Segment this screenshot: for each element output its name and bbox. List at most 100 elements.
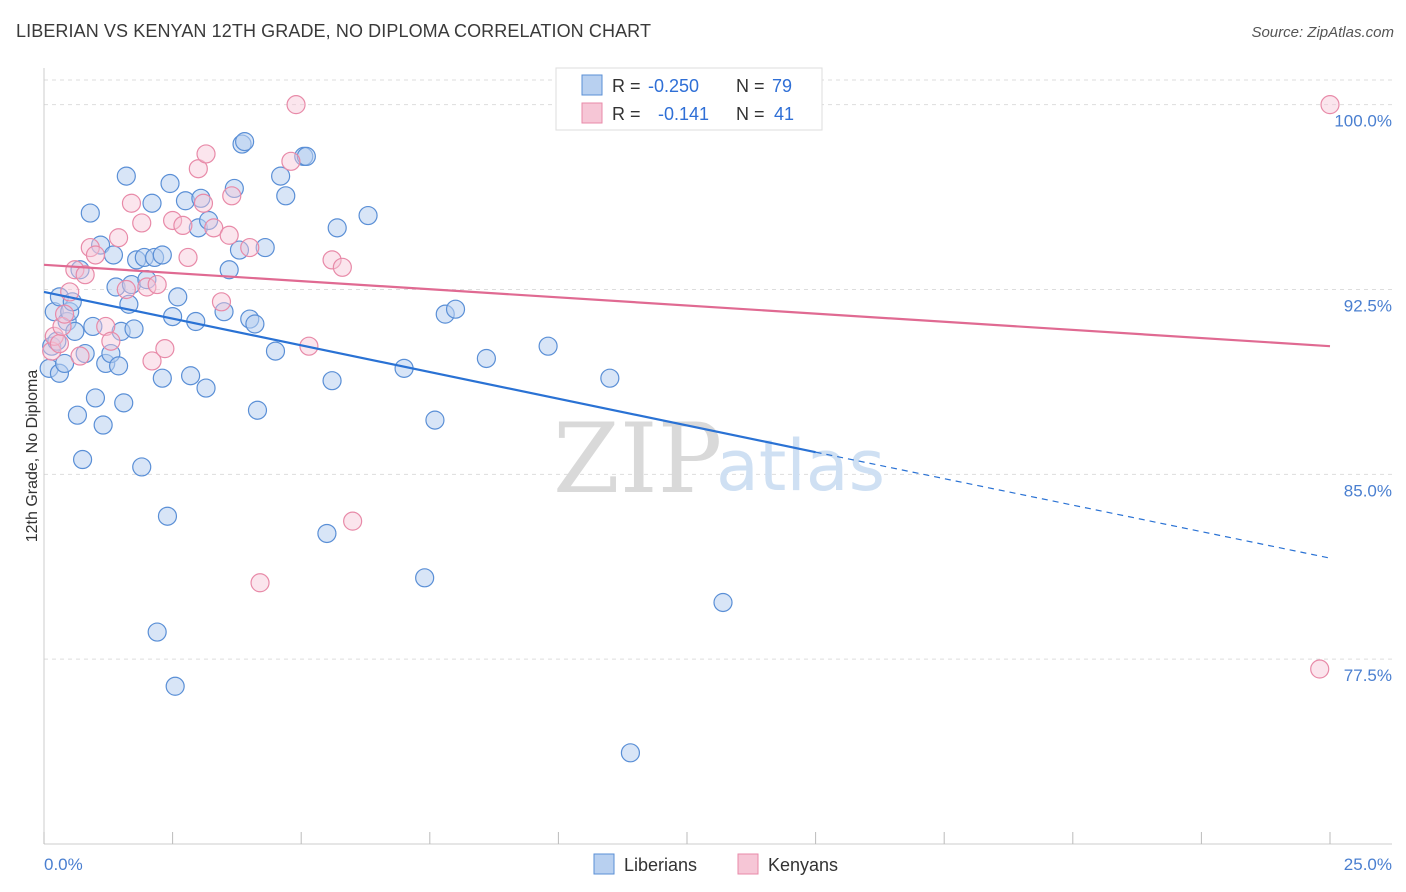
- bottom-legend-label-liberians: Liberians: [624, 855, 697, 875]
- y-tick-label: 100.0%: [1334, 112, 1392, 131]
- kenyans-point: [222, 186, 242, 206]
- liberians-point: [245, 314, 265, 334]
- kenyans-point: [240, 237, 260, 258]
- kenyans-point: [193, 193, 214, 213]
- liberians-point: [152, 368, 172, 388]
- x-tick-label-min: 0.0%: [44, 855, 83, 874]
- legend-swatch-kenyans: [581, 102, 603, 124]
- liberians-point: [116, 166, 136, 186]
- liberians-point: [191, 188, 211, 208]
- kenyans-point: [1320, 95, 1340, 115]
- kenyans-point: [85, 245, 106, 265]
- stats-legend: R = -0.250 N = 79 R = -0.141 N = 41: [555, 67, 823, 131]
- legend-n-value-kenyans: 41: [774, 104, 794, 124]
- liberians-point: [600, 368, 620, 388]
- x-tick-label-max: 25.0%: [1344, 855, 1392, 874]
- liberians-trendline: [43, 290, 816, 454]
- liberians-point: [132, 457, 152, 477]
- watermark-zip: ZIP: [553, 403, 722, 515]
- liberians-point: [80, 203, 100, 223]
- kenyans-trendline: [43, 263, 1331, 348]
- watermark: ZIP atlas: [553, 403, 885, 515]
- liberians-point: [445, 299, 466, 319]
- kenyans-point: [52, 316, 72, 337]
- y-tick-label: 77.5%: [1344, 666, 1392, 685]
- liberians-point: [72, 449, 93, 470]
- kenyans-point: [163, 210, 183, 231]
- kenyans-point: [281, 151, 301, 171]
- y-tick-label: 92.5%: [1344, 296, 1392, 315]
- liberians-point: [276, 186, 296, 206]
- liberians-point: [713, 592, 733, 613]
- kenyans-point: [322, 250, 342, 270]
- kenyans-point: [54, 304, 75, 324]
- x-axis-ticks: [43, 832, 1331, 844]
- liberians-point: [271, 166, 291, 186]
- liberians-point: [538, 336, 558, 356]
- liberians-point: [124, 319, 144, 339]
- y-tick-label: 85.0%: [1344, 481, 1392, 500]
- bottom-legend-swatch-liberians: [593, 853, 615, 875]
- kenyans-point: [196, 144, 216, 164]
- kenyans-point: [49, 334, 70, 354]
- liberians-point: [47, 331, 67, 351]
- liberians-point: [168, 287, 188, 307]
- kenyans-point: [96, 316, 116, 337]
- kenyans-point: [1310, 659, 1330, 679]
- liberians-point: [85, 388, 106, 408]
- liberians-point: [142, 193, 162, 213]
- liberians-point: [114, 393, 134, 413]
- liberians-point: [65, 321, 85, 341]
- kenyans-point: [142, 351, 162, 371]
- kenyans-point: [250, 573, 270, 593]
- liberians-point: [219, 260, 239, 280]
- liberians-point: [235, 132, 255, 152]
- liberians-point: [296, 146, 316, 166]
- liberians-point: [108, 356, 129, 376]
- liberians-point: [93, 415, 113, 435]
- kenyans-point: [101, 331, 121, 351]
- liberians-point: [165, 676, 185, 696]
- series-legend: Liberians Kenyans: [593, 853, 838, 875]
- liberians-trendline-extension: [815, 451, 1331, 559]
- liberians-point: [54, 353, 75, 374]
- liberians-point: [476, 348, 496, 369]
- liberians-point: [327, 218, 347, 238]
- legend-r-label-liberians: R =: [612, 76, 641, 96]
- liberians-point: [160, 173, 180, 194]
- kenyans-point: [343, 511, 363, 531]
- kenyans-point: [132, 213, 152, 233]
- kenyans-point: [332, 257, 352, 277]
- legend-n-label-kenyans: N =: [736, 104, 765, 124]
- liberians-point: [255, 237, 275, 258]
- liberians-point: [67, 405, 88, 425]
- kenyans-point: [121, 193, 142, 213]
- liberians-point: [75, 343, 95, 364]
- liberians-point: [224, 178, 244, 199]
- liberians-point: [181, 366, 201, 386]
- source-credit: Source: ZipAtlas.com: [1251, 24, 1394, 41]
- liberians-point: [157, 506, 178, 526]
- kenyans-point: [204, 218, 224, 238]
- kenyans-point: [42, 341, 62, 361]
- legend-swatch-liberians: [581, 74, 603, 96]
- liberians-point: [425, 410, 445, 430]
- liberians-point: [415, 568, 435, 588]
- bottom-legend-label-kenyans: Kenyans: [768, 855, 838, 875]
- kenyans-point: [188, 159, 208, 179]
- kenyans-point: [211, 292, 232, 312]
- liberians-point: [317, 523, 337, 544]
- legend-r-value-liberians: -0.250: [648, 76, 699, 96]
- legend-r-value-kenyans: -0.141: [658, 104, 709, 124]
- legend-n-label-liberians: N =: [736, 76, 765, 96]
- liberians-point: [358, 205, 378, 226]
- trendlines: [43, 263, 1331, 559]
- kenyans-point: [116, 279, 136, 300]
- liberians-point: [103, 245, 124, 265]
- liberians-point: [322, 371, 342, 391]
- liberians-point: [265, 341, 286, 361]
- chart-title: LIBERIAN VS KENYAN 12TH GRADE, NO DIPLOM…: [16, 21, 652, 41]
- kenyans-point: [286, 95, 306, 115]
- kenyans-points: [42, 95, 1340, 679]
